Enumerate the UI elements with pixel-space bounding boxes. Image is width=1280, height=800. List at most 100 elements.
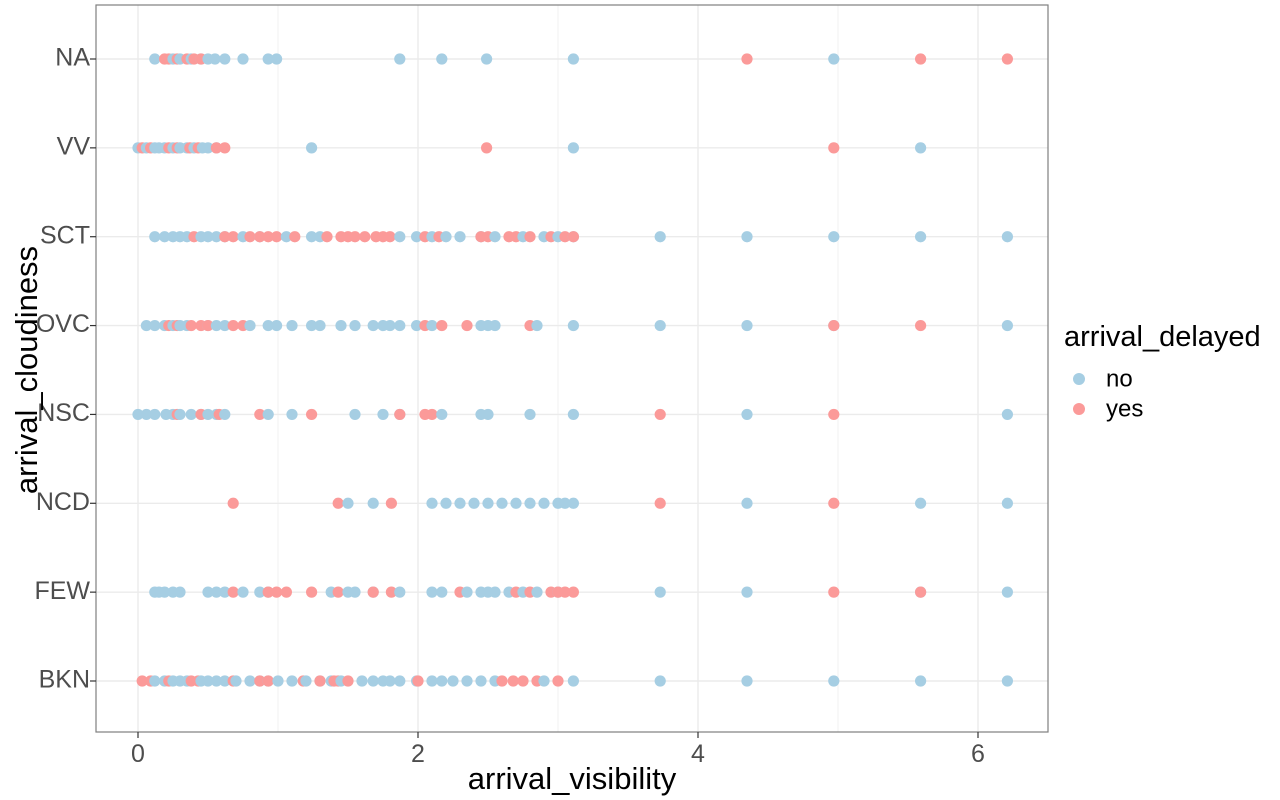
plot-panel-border	[95, 4, 1049, 733]
point-no-sct	[654, 231, 666, 243]
x-axis-title: arrival_visibility	[468, 761, 677, 796]
point-yes-bkn	[412, 675, 424, 687]
point-yes-few	[367, 586, 379, 598]
point-no-ovc	[262, 319, 274, 332]
point-no-nsc	[132, 408, 144, 421]
point-no-ncd	[510, 497, 522, 509]
point-yes-bkn	[517, 675, 529, 687]
point-no-few	[489, 586, 501, 598]
point-no-ovc	[306, 319, 318, 332]
point-yes-sct	[244, 231, 256, 243]
point-yes-ovc	[436, 319, 448, 332]
point-yes-ncd	[385, 497, 397, 509]
point-yes-sct	[219, 231, 231, 243]
point-no-bkn	[230, 675, 242, 687]
point-no-na	[149, 53, 161, 65]
point-no-ncd	[468, 497, 480, 509]
point-no-na	[271, 53, 283, 65]
point-no-ncd	[482, 497, 494, 509]
legend-title: arrival_delayed	[1064, 321, 1261, 353]
point-yes-few	[915, 586, 927, 598]
point-no-bkn	[436, 675, 448, 687]
point-yes-vv	[210, 142, 222, 154]
point-no-na	[219, 53, 231, 65]
point-no-nsc	[174, 408, 186, 421]
point-no-ncd	[538, 497, 550, 509]
point-no-few	[426, 586, 438, 598]
legend: arrival_delayed no yes	[1064, 321, 1261, 422]
point-no-bkn	[915, 675, 927, 687]
point-no-na	[567, 53, 580, 65]
point-no-nsc	[377, 408, 389, 421]
point-no-ovc	[426, 319, 438, 332]
point-no-bkn	[447, 675, 459, 687]
point-no-ovc	[394, 319, 406, 332]
point-yes-bkn	[342, 675, 354, 687]
point-no-ncd	[567, 497, 580, 509]
y-tick-label: OVC	[36, 310, 90, 338]
point-yes-ovc	[828, 319, 840, 332]
point-yes-few	[385, 586, 397, 598]
point-no-sct	[915, 231, 927, 243]
point-no-ovc	[531, 319, 543, 332]
point-no-nsc	[524, 408, 536, 421]
point-no-nsc	[1001, 408, 1014, 421]
point-no-bkn	[219, 675, 231, 687]
point-yes-nsc	[426, 408, 438, 421]
point-yes-few	[828, 586, 840, 598]
point-no-ovc	[210, 319, 222, 332]
x-tick-label: 4	[691, 740, 705, 768]
point-no-bkn	[475, 675, 487, 687]
point-no-bkn	[654, 675, 666, 687]
point-no-bkn	[367, 675, 379, 687]
x-tick-label: 6	[971, 740, 985, 768]
point-yes-few	[559, 586, 571, 598]
point-no-na	[394, 53, 406, 65]
point-no-few	[174, 586, 186, 598]
point-no-nsc	[185, 408, 197, 421]
point-no-sct	[489, 231, 501, 243]
point-no-nsc	[219, 408, 231, 421]
point-no-vv	[915, 142, 927, 154]
point-yes-few	[332, 586, 344, 598]
point-yes-na	[1001, 53, 1014, 65]
point-no-ncd	[426, 497, 438, 509]
point-yes-bkn	[496, 675, 508, 687]
point-no-nsc	[482, 408, 494, 421]
point-yes-ncd	[828, 497, 840, 509]
point-no-few	[159, 586, 171, 598]
point-no-few	[394, 586, 406, 598]
point-yes-few	[271, 586, 283, 598]
point-no-bkn	[202, 675, 214, 687]
point-no-nsc	[202, 408, 214, 421]
point-yes-bkn	[262, 675, 274, 687]
point-no-bkn	[567, 675, 580, 687]
legend-label-no: no	[1106, 365, 1133, 392]
y-tick-label: NSC	[37, 399, 90, 427]
point-no-vv	[202, 142, 214, 154]
point-no-sct	[741, 231, 753, 243]
point-yes-nsc	[828, 408, 840, 421]
point-no-few	[219, 586, 231, 598]
x-tick-label: 2	[411, 740, 425, 768]
point-no-bkn	[426, 675, 438, 687]
point-no-ncd	[342, 497, 354, 509]
point-no-few	[237, 586, 249, 598]
point-no-na	[481, 53, 493, 65]
point-no-nsc	[741, 408, 753, 421]
y-tick-label: NA	[55, 44, 90, 72]
point-no-bkn	[272, 675, 284, 687]
point-yes-sct	[262, 231, 274, 243]
point-no-ncd	[741, 497, 753, 509]
point-no-ncd	[915, 497, 927, 509]
point-no-ovc	[219, 319, 231, 332]
point-yes-sct	[567, 231, 580, 243]
point-no-bkn	[356, 675, 368, 687]
point-no-ovc	[741, 319, 753, 332]
point-no-ovc	[384, 319, 396, 332]
point-yes-nsc	[254, 408, 266, 421]
point-no-sct	[411, 231, 423, 243]
point-yes-few	[227, 586, 239, 598]
point-no-ncd	[1001, 497, 1014, 509]
point-no-sct	[394, 231, 406, 243]
